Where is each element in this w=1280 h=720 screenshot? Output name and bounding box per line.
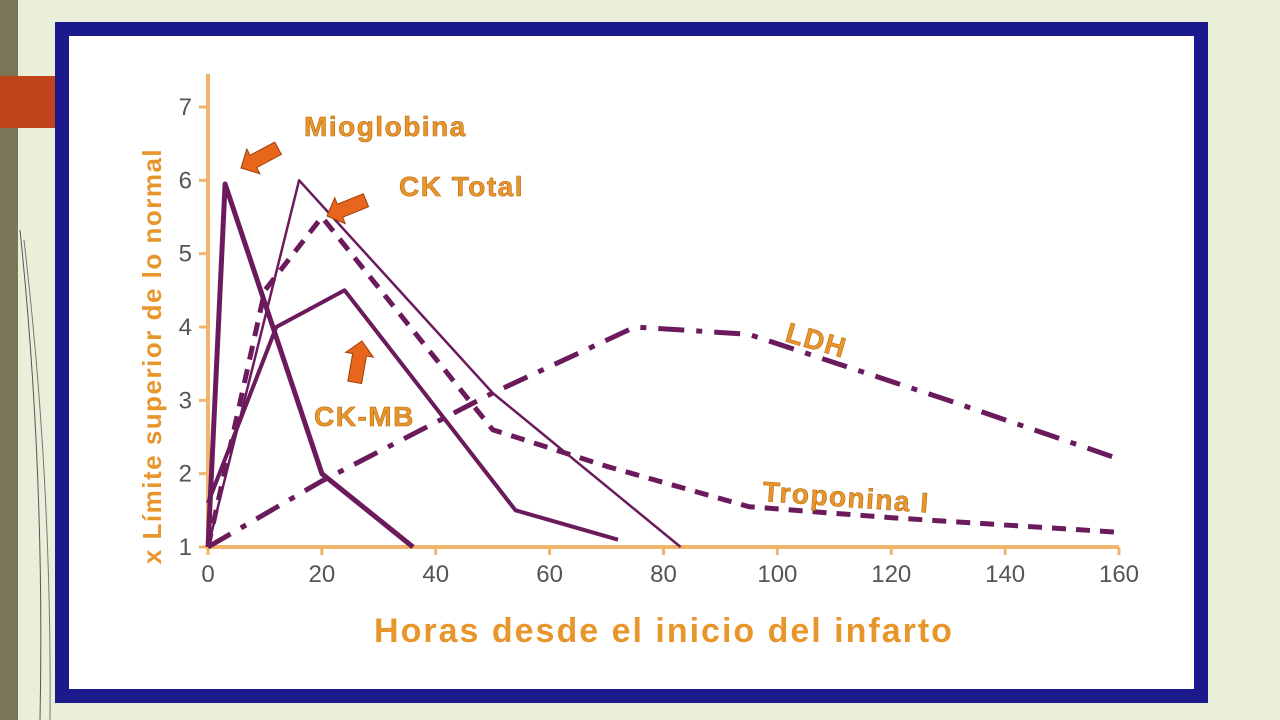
- slide-accent-tab: [0, 76, 58, 128]
- y-axis-title: x Límite superior de lo normal: [137, 148, 167, 564]
- chart: 0 20 40 60 80 100 120 140 160 1 2 3 4 5 6 7 Horas desde …: [137, 74, 1139, 650]
- x-tick-label: 0: [201, 561, 214, 588]
- y-tick-label: 2: [179, 461, 192, 488]
- x-tick-label: 160: [1099, 561, 1139, 588]
- y-tick-label: 4: [179, 314, 192, 341]
- x-tick-label: 60: [536, 561, 563, 588]
- y-tick-label: 5: [179, 241, 192, 268]
- series-label-ck-mb: CK-MB: [314, 401, 415, 432]
- ck-total-arrow-icon: [326, 193, 370, 225]
- slide-left-strip: [0, 0, 18, 720]
- y-tick-label: 7: [179, 94, 192, 121]
- chart-panel: 0 20 40 60 80 100 120 140 160 1 2 3 4 5 6 7 Horas desde …: [69, 36, 1194, 689]
- series-line-ldh: [206, 324, 1120, 550]
- x-tick-label: 140: [985, 561, 1025, 588]
- y-tick-label: 1: [179, 534, 192, 561]
- y-tick-label: 6: [179, 167, 192, 194]
- series-label-mioglobina: Mioglobina: [304, 111, 467, 142]
- x-tick-label: 40: [422, 561, 449, 588]
- ck-mb-arrow-icon: [344, 340, 375, 385]
- series-label-ck-total: CK Total: [399, 171, 524, 202]
- x-axis-title: Horas desde el inicio del infarto: [374, 612, 954, 650]
- x-tick-label: 20: [309, 561, 336, 588]
- x-tick-label: 120: [871, 561, 911, 588]
- y-tick-label: 3: [179, 387, 192, 414]
- chart-frame: 0 20 40 60 80 100 120 140 160 1 2 3 4 5 6 7 Horas desde …: [55, 22, 1208, 703]
- slide-decoration: [19, 229, 51, 720]
- series-line-mioglobina: [205, 181, 415, 549]
- series-line-ck-total: [206, 179, 682, 548]
- series-label-ldh: LDH: [782, 317, 850, 364]
- series-label-troponina-i: Troponina I: [762, 476, 931, 519]
- series-line-ck-mb: [206, 288, 619, 542]
- x-tick-label: 100: [757, 561, 797, 588]
- series-line-troponina-i: [205, 214, 1120, 548]
- x-tick-label: 80: [650, 561, 677, 588]
- mioglobina-arrow-icon: [240, 141, 283, 175]
